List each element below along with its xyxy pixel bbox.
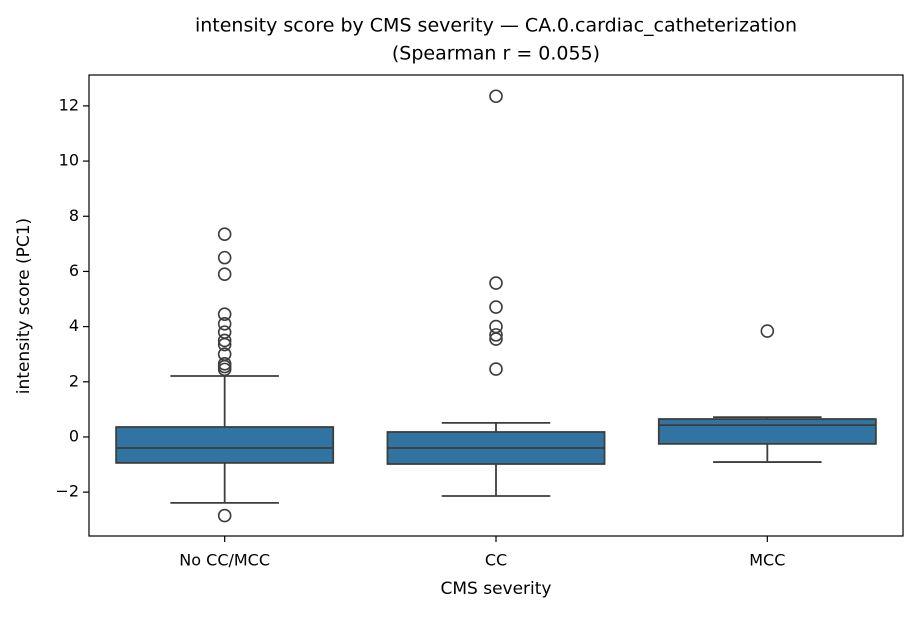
x-tick-label: MCC	[749, 551, 785, 570]
outlier	[489, 300, 503, 314]
outlier	[217, 227, 232, 241]
outlier	[217, 307, 232, 321]
y-tick-label: 4	[69, 316, 79, 335]
x-tick-label: No CC/MCC	[179, 551, 270, 570]
outlier	[489, 362, 503, 376]
outlier	[217, 250, 232, 265]
outlier	[217, 508, 232, 523]
outlier	[760, 324, 775, 338]
y-tick-label: 10	[59, 151, 79, 170]
outlier	[489, 89, 503, 104]
outlier	[217, 333, 232, 348]
outlier	[217, 337, 232, 352]
y-tick-label: 6	[69, 261, 79, 280]
plot-frame	[88, 74, 904, 537]
outlier	[489, 332, 503, 346]
outlier	[217, 267, 232, 281]
x-axis-label: CMS severity	[440, 579, 551, 599]
outlier	[489, 328, 503, 342]
y-tick-label: 8	[69, 206, 79, 225]
box	[657, 418, 877, 445]
y-tick-label: 12	[59, 95, 79, 114]
y-tick-label: 0	[69, 426, 79, 445]
outlier	[489, 276, 503, 290]
outlier	[217, 362, 232, 377]
outlier	[217, 317, 232, 331]
x-tick-label: CC	[485, 551, 507, 570]
y-axis-label: intensity score (PC1)	[14, 218, 34, 394]
chart-subtitle: (Spearman r = 0.055)	[392, 43, 600, 65]
y-tick-label: −2	[55, 482, 79, 501]
chart-title: intensity score by CMS severity — CA.0.c…	[195, 15, 797, 37]
y-tick-label: 2	[69, 371, 79, 390]
box	[115, 426, 335, 464]
